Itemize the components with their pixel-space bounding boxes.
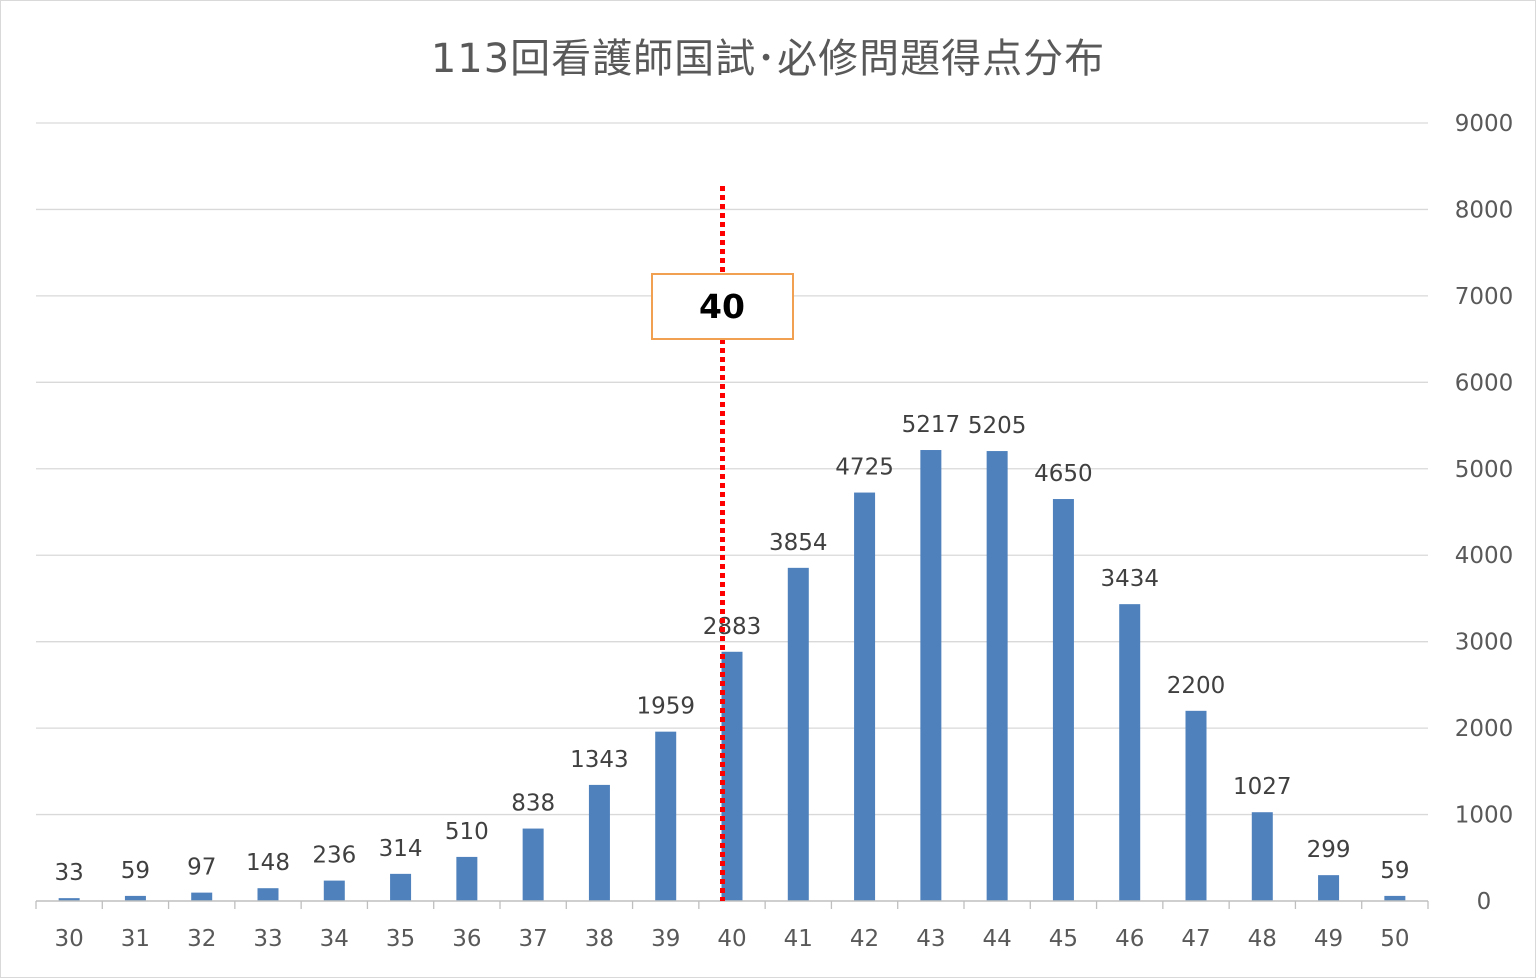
data-label: 236 <box>312 843 356 869</box>
y-tick-label: 0 <box>1477 889 1492 915</box>
y-tick-label: 7000 <box>1455 284 1514 310</box>
bar <box>257 888 279 901</box>
x-tick-label: 42 <box>850 926 879 952</box>
x-tick-label: 39 <box>651 926 680 952</box>
x-tick-label: 43 <box>916 926 945 952</box>
data-label: 299 <box>1307 837 1351 863</box>
bar <box>1052 499 1074 901</box>
y-tick-label: 5000 <box>1455 457 1514 483</box>
data-label: 59 <box>121 858 150 884</box>
data-label: 314 <box>379 836 423 862</box>
data-label: 4650 <box>1034 461 1093 487</box>
bar <box>58 898 80 901</box>
bar <box>124 895 146 901</box>
data-label: 148 <box>246 850 290 876</box>
x-tick-label: 40 <box>717 926 746 952</box>
bar <box>1119 604 1141 901</box>
data-label: 59 <box>1380 858 1409 884</box>
data-label: 1343 <box>570 747 629 773</box>
x-tick-label: 31 <box>121 926 150 952</box>
bar <box>1318 875 1340 901</box>
bars <box>58 450 1406 901</box>
bar <box>456 856 478 901</box>
bar <box>522 828 544 901</box>
bar <box>1185 710 1207 901</box>
x-tick-label: 41 <box>784 926 813 952</box>
data-label: 5205 <box>968 413 1027 439</box>
data-label: 3854 <box>769 530 828 556</box>
x-tick-label: 38 <box>585 926 614 952</box>
bar <box>920 450 942 901</box>
x-tick-label: 49 <box>1314 926 1343 952</box>
x-tick-label: 35 <box>386 926 415 952</box>
data-label: 33 <box>55 860 84 886</box>
bar <box>787 567 809 901</box>
x-axis <box>35 900 1429 909</box>
data-label: 838 <box>511 791 555 817</box>
bar <box>721 651 743 901</box>
bar <box>588 784 610 901</box>
y-tick-label: 1000 <box>1455 803 1514 829</box>
bar <box>390 873 412 901</box>
x-tick-label: 32 <box>187 926 216 952</box>
x-tick-label: 44 <box>983 926 1012 952</box>
bar <box>1384 895 1406 901</box>
data-label: 2883 <box>703 614 762 640</box>
x-axis-ticks: 30 31 32 33 34 35 36 37 38 39 40 41 42 43 44 45 46 47 48 49… <box>55 926 1410 952</box>
bar <box>986 451 1008 901</box>
bar <box>1251 812 1273 901</box>
data-label: 97 <box>187 855 216 881</box>
data-labels: 33 59 97 148 236 314 510 838 1343 1959 2883 3854 472… <box>55 412 1410 886</box>
data-label: 1027 <box>1233 774 1292 800</box>
x-tick-label: 46 <box>1115 926 1144 952</box>
data-label: 4725 <box>835 455 894 481</box>
data-label: 2200 <box>1167 673 1226 699</box>
chart-title: 113回看護師国試･必修問題得点分布 <box>430 36 1106 82</box>
x-tick-label: 37 <box>519 926 548 952</box>
x-tick-label: 45 <box>1049 926 1078 952</box>
data-label: 510 <box>445 819 489 845</box>
y-tick-label: 9000 <box>1455 111 1514 137</box>
bar <box>323 880 345 901</box>
y-tick-label: 8000 <box>1455 197 1514 223</box>
x-tick-label: 30 <box>55 926 84 952</box>
x-tick-label: 33 <box>253 926 282 952</box>
bar <box>854 492 876 901</box>
bar <box>655 731 677 901</box>
x-tick-label: 50 <box>1380 926 1409 952</box>
y-tick-label: 4000 <box>1455 543 1514 569</box>
x-tick-label: 47 <box>1181 926 1210 952</box>
x-tick-label: 36 <box>452 926 481 952</box>
x-tick-label: 34 <box>320 926 349 952</box>
y-tick-label: 2000 <box>1455 716 1514 742</box>
y-axis-ticks: 0 1000 2000 3000 4000 5000 6000 7000 8000 9000 <box>1455 111 1514 915</box>
x-tick-label: 48 <box>1248 926 1277 952</box>
data-label: 5217 <box>902 412 961 438</box>
bar <box>191 892 213 901</box>
data-label: 3434 <box>1100 566 1159 592</box>
data-label: 1959 <box>636 694 695 720</box>
y-tick-label: 6000 <box>1455 370 1514 396</box>
y-tick-label: 3000 <box>1455 630 1514 656</box>
threshold-label-box: 40 <box>650 273 794 340</box>
